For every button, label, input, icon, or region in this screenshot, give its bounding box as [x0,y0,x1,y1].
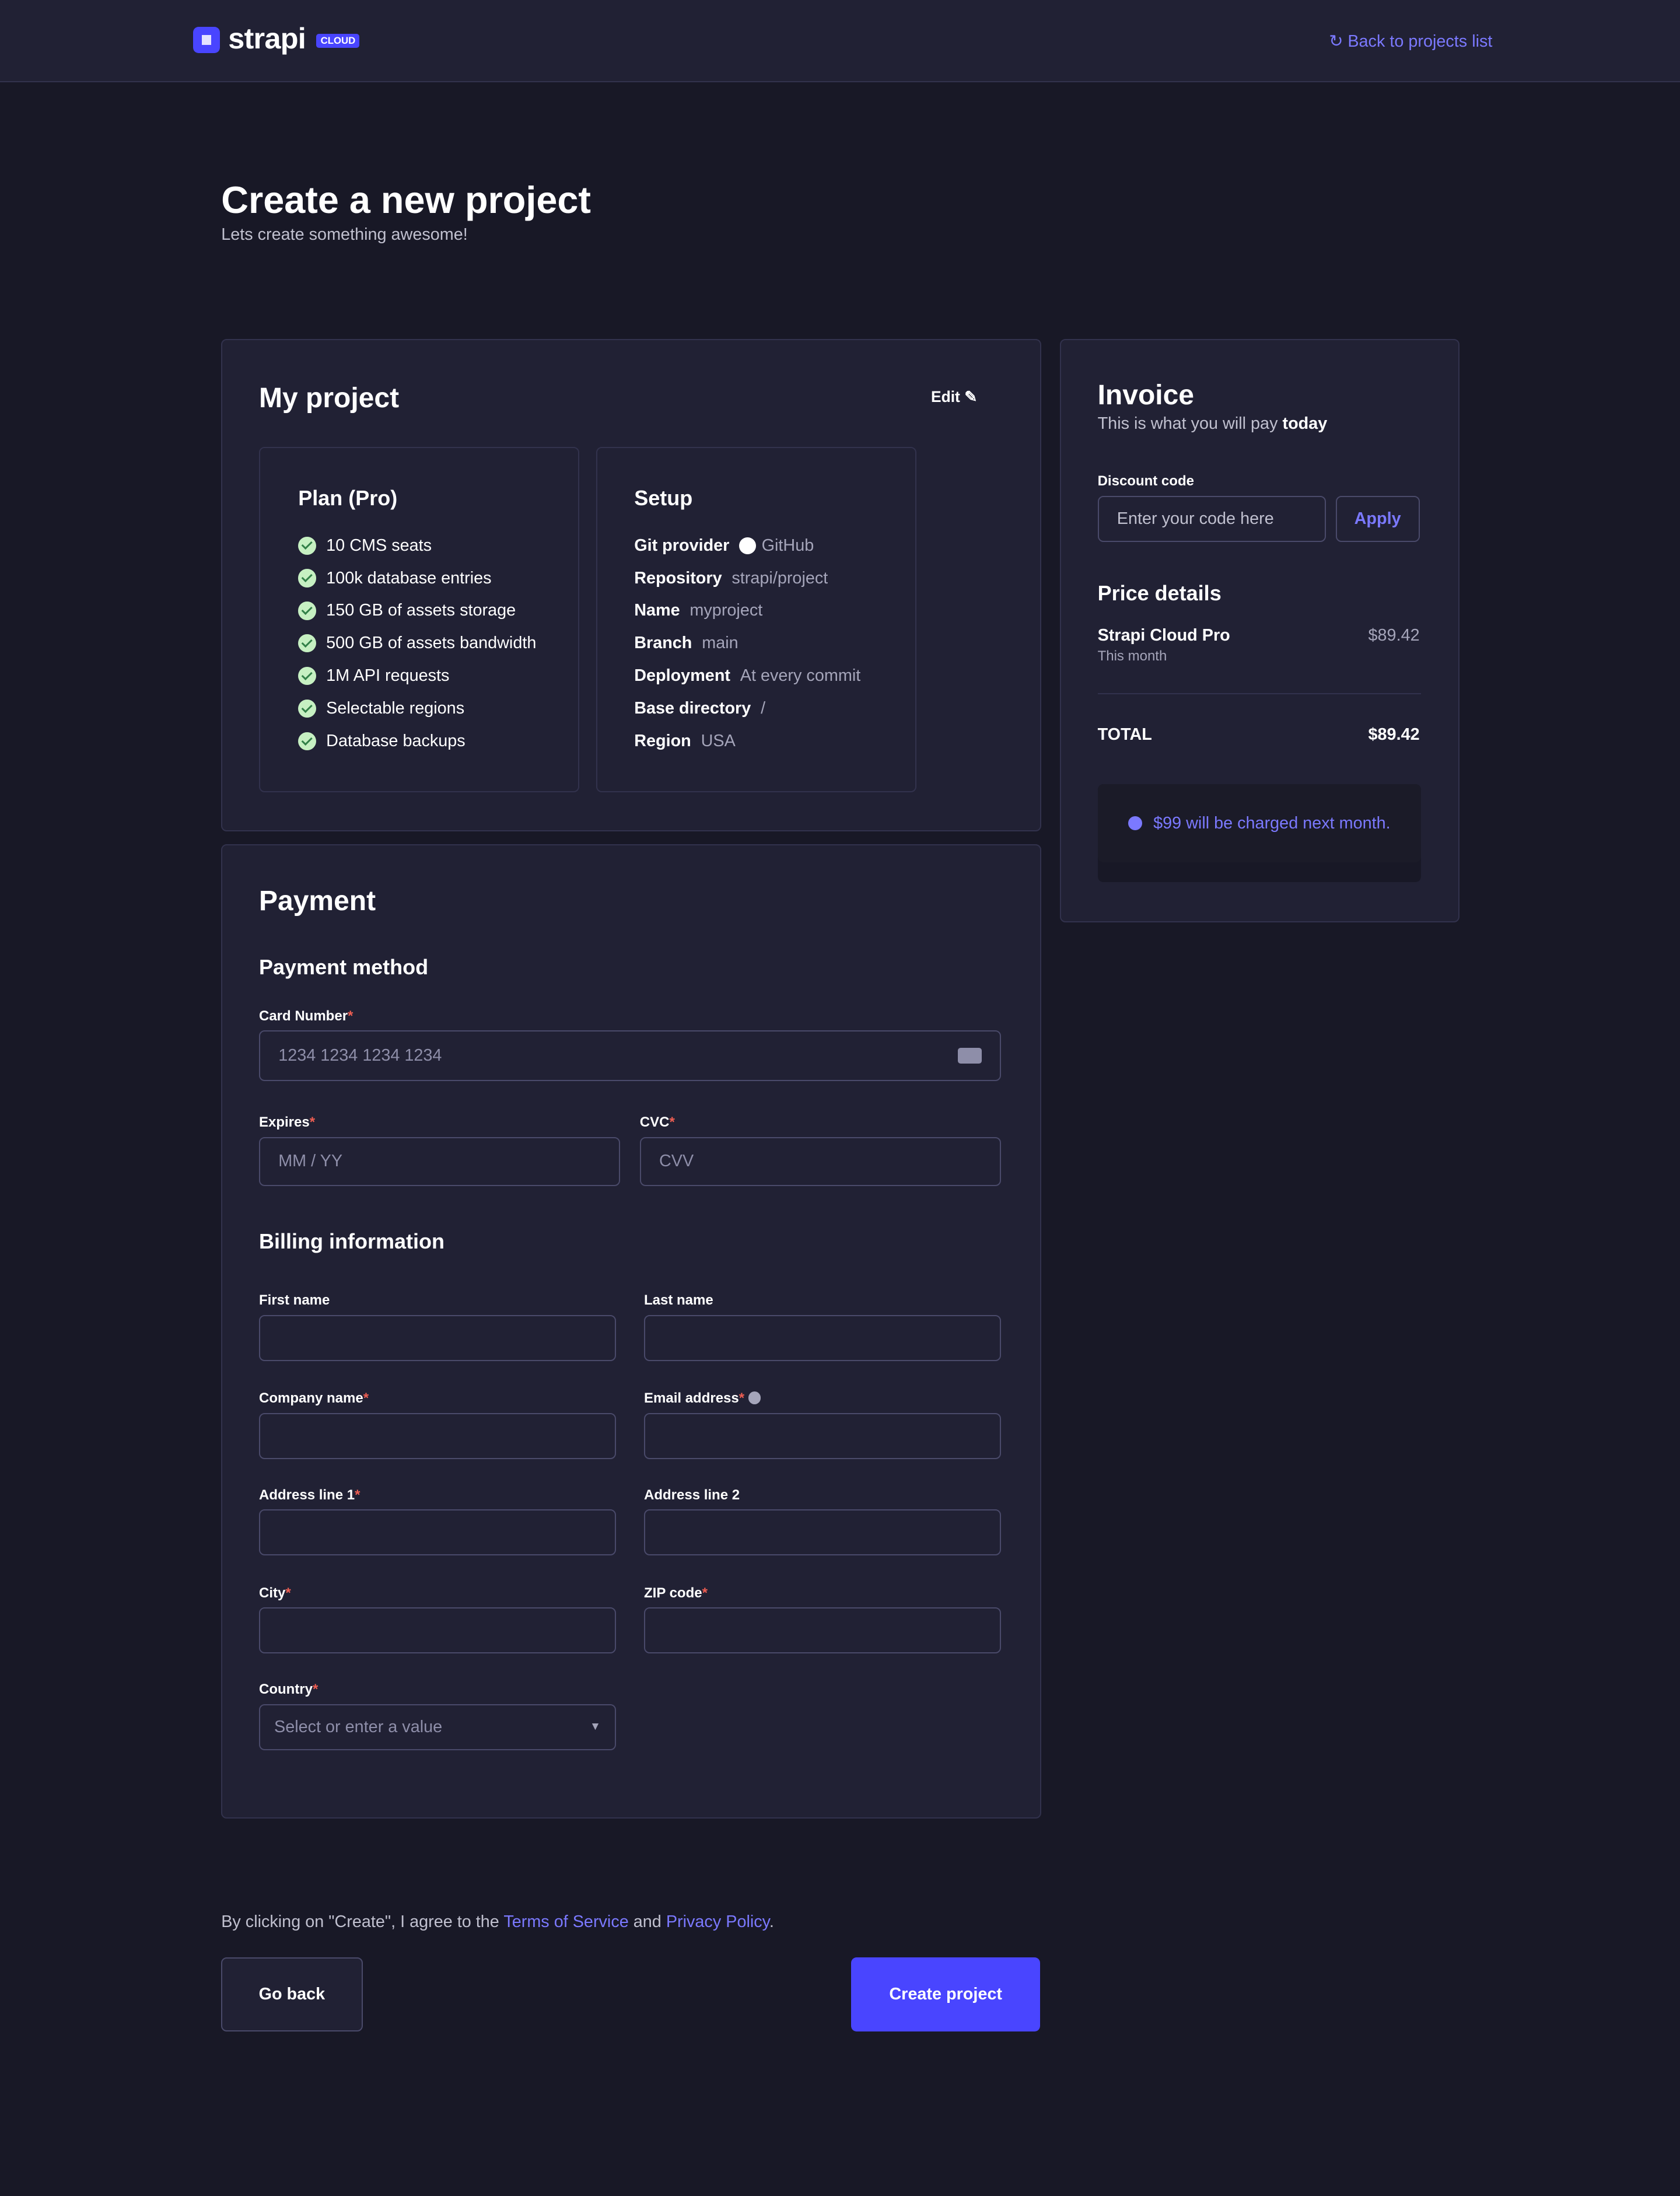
back-arrow-icon: ↻ [1329,32,1348,51]
plan-features: 10 CMS seats 100k database entries 150 GB … [298,529,536,757]
billing-title: Billing information [259,1229,444,1254]
setup-list: Git provider GitHub Repository strapi/proje… [634,529,860,757]
expires-label: Expires* [259,1114,316,1131]
apply-button[interactable]: Apply [1335,495,1420,542]
page-subtitle: Lets create something awesome! [221,225,468,244]
item-period: This month [1097,648,1167,665]
project-title: My project [259,383,400,414]
zip-input[interactable] [644,1607,1001,1654]
first-name-label: First name [259,1292,330,1309]
divider [1097,693,1421,695]
discount-label: Discount code [1097,473,1194,489]
github-icon [739,537,756,554]
terms-text: By clicking on "Create", I agree to the … [221,1912,774,1932]
setup-card [596,446,917,792]
cloud-badge: CLOUD [316,33,360,48]
total-label: TOTAL [1097,725,1152,744]
setup-row: Base directory / [634,699,766,718]
pencil-icon: ✎ [964,387,978,405]
email-input[interactable] [644,1412,1001,1459]
setup-title: Setup [634,485,693,510]
keyboard-icon [958,1048,982,1064]
item-price: $89.42 [1368,625,1420,645]
address2-input[interactable] [644,1509,1001,1556]
expires-input[interactable]: MM / YY [259,1137,621,1186]
check-icon [298,732,317,751]
create-project-button[interactable]: Create project [851,1957,1041,2032]
terms-link[interactable]: Terms of Service [503,1912,629,1932]
address1-input[interactable] [259,1509,616,1556]
email-label: Email address* [644,1390,761,1407]
back-to-projects-link[interactable]: ↻ Back to projects list [1329,32,1493,51]
price-details-title: Price details [1097,581,1222,605]
setup-row: Name myproject [634,601,763,620]
plan-feature: Selectable regions [298,693,536,725]
plan-card [259,446,579,792]
check-icon [298,700,317,718]
info-icon[interactable] [748,1391,761,1404]
card-number-input[interactable]: 1234 1234 1234 1234 [259,1030,1001,1081]
card-label: Card Number* [259,1008,354,1024]
country-label: Country* [259,1681,318,1698]
zip-label: ZIP code* [644,1585,708,1601]
project-panel [221,338,1041,831]
discount-input[interactable]: Enter your code here [1097,495,1326,542]
total-value: $89.42 [1368,725,1420,744]
plan-feature: 500 GB of assets bandwidth [298,627,536,660]
check-icon [298,667,317,686]
check-icon [298,536,317,555]
setup-row: Region USA [634,732,736,751]
plan-feature: 10 CMS seats [298,529,536,562]
company-input[interactable] [259,1412,616,1459]
item-name: Strapi Cloud Pro [1097,625,1230,645]
invoice-title: Invoice [1097,380,1194,411]
plan-feature: 1M API requests [298,660,536,693]
setup-row: Repository strapi/project [634,568,828,588]
page-title: Create a new project [221,178,591,221]
setup-row: Git provider GitHub [634,536,814,555]
plan-feature: 150 GB of assets storage [298,595,536,627]
go-back-button[interactable]: Go back [221,1957,363,2032]
cvc-input[interactable]: CVV [639,1137,1001,1186]
country-select[interactable]: Select or enter a value ▼ [259,1704,616,1750]
logo-text: strapi [228,22,306,55]
plan-feature: 100k database entries [298,562,536,595]
privacy-link[interactable]: Privacy Policy [666,1912,769,1932]
plan-title: Plan (Pro) [298,485,398,510]
first-name-input[interactable] [259,1314,616,1361]
cvc-label: CVC* [639,1114,675,1131]
setup-row: Branch main [634,634,738,653]
check-icon [298,602,317,620]
check-icon [298,634,317,653]
payment-method-title: Payment method [259,954,429,979]
charge-notice: $99 will be charged next month. [1097,784,1421,863]
company-label: Company name* [259,1390,369,1407]
city-label: City* [259,1585,291,1601]
invoice-subtitle: This is what you will pay today [1097,414,1328,433]
last-name-input[interactable] [644,1314,1001,1361]
last-name-label: Last name [644,1292,713,1309]
edit-button[interactable]: Edit ✎ [931,387,978,405]
setup-row: Deployment At every commit [634,666,861,686]
payment-title: Payment [259,885,376,917]
top-bar [0,0,1680,83]
address2-label: Address line 2 [644,1487,740,1503]
info-icon [1128,816,1142,831]
strapi-logo-icon [193,26,220,54]
city-input[interactable] [259,1607,616,1654]
caret-down-icon: ▼ [590,1721,601,1733]
check-icon [298,569,317,588]
plan-feature: Database backups [298,725,536,758]
address1-label: Address line 1* [259,1487,360,1503]
